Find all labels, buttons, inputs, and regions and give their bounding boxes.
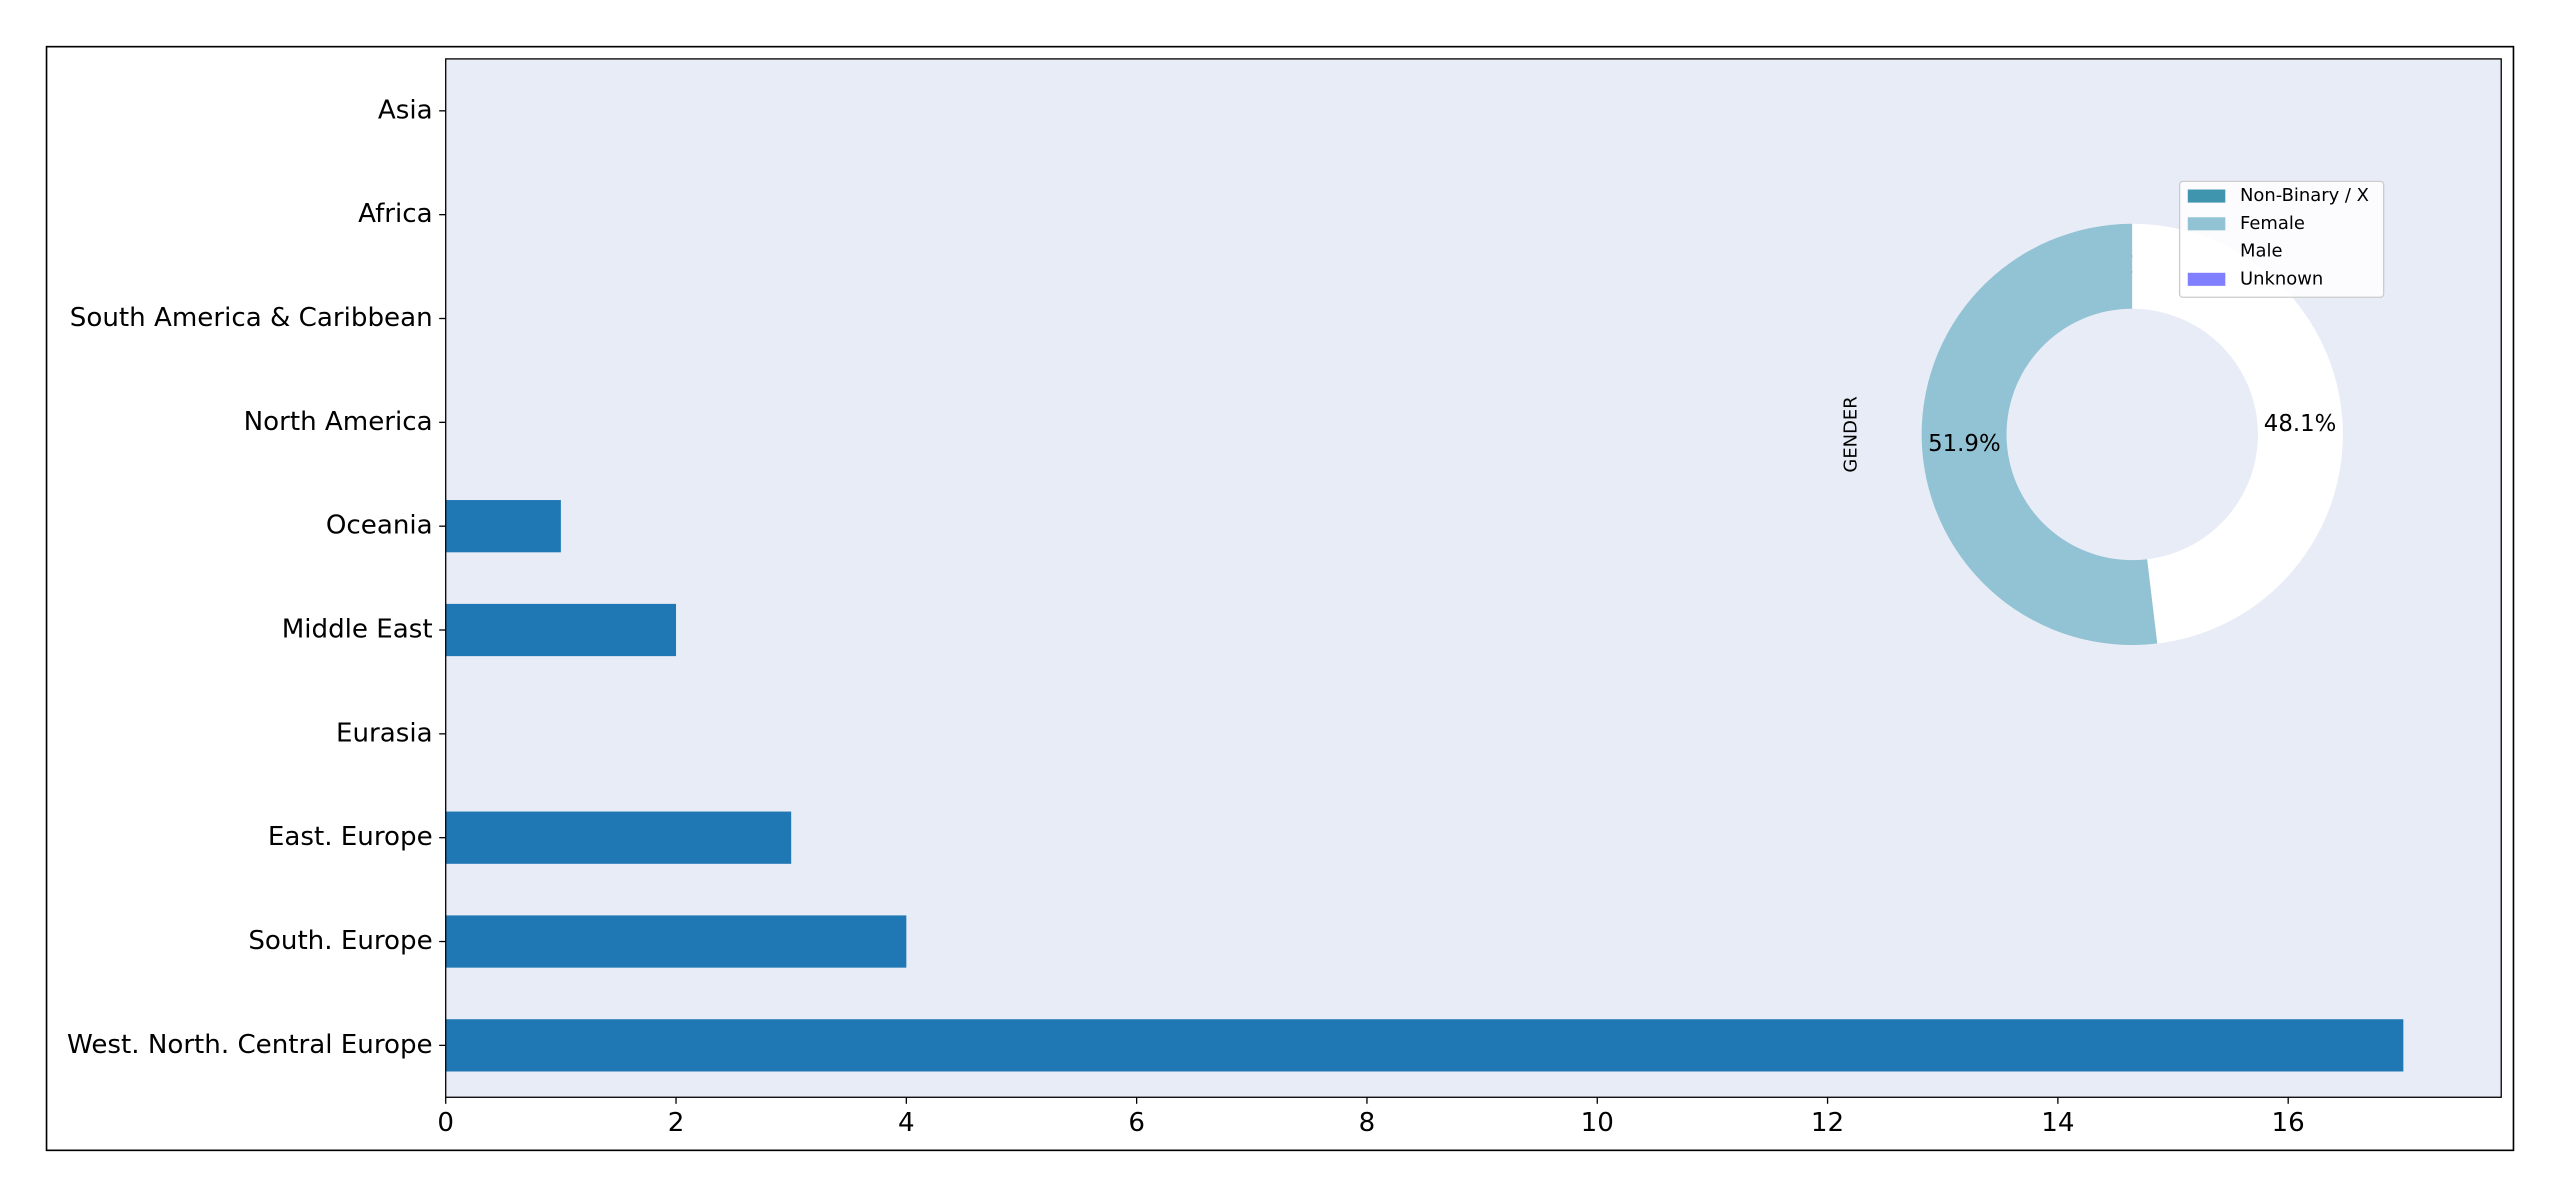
y-tick-label: East. Europe [268,822,433,852]
pie-value-label: 51.9% [1928,431,2001,457]
bar [445,603,677,657]
x-tick-label: 8 [1359,1108,1376,1138]
legend-swatch [2187,189,2226,203]
y-tick-label: Africa [358,199,432,229]
y-tick-label: Eurasia [336,718,433,748]
bar [445,500,561,553]
y-tick-label: Middle East [282,615,433,645]
figure-frame [45,45,2515,1152]
y-tick-label: South America & Caribbean [70,303,433,333]
x-tick-label: 0 [437,1108,454,1138]
y-tick-label: Oceania [326,511,433,541]
legend-label: Female [2240,213,2305,234]
x-tick-label: 4 [898,1108,915,1138]
pie-wedge [2132,223,2343,644]
plot-frame [445,58,2502,1098]
y-tick-label: South. Europe [248,926,432,956]
legend-label: Male [2240,241,2283,262]
pie-wedge [1921,223,2158,646]
x-tick-label: 16 [2272,1108,2305,1138]
pie-axis-label: GENDER [1840,396,1861,472]
legend-swatch [2187,245,2226,259]
pie-value-label: 48.1% [2264,411,2337,437]
bar [445,811,792,864]
bar [445,1019,2404,1072]
legend-swatch [2187,272,2226,286]
legend-label: Non-Binary / X [2240,185,2369,206]
y-tick-label: West. North. Central Europe [67,1030,433,1060]
x-tick-label: 2 [668,1108,685,1138]
legend-label: Unknown [2240,268,2323,289]
x-tick-label: 14 [2041,1108,2074,1138]
x-tick-label: 12 [1811,1108,1844,1138]
x-tick-label: 10 [1581,1108,1614,1138]
legend-swatch [2187,217,2226,231]
y-tick-label: Asia [378,95,433,125]
bar [445,915,907,968]
legend-box [2178,180,2385,298]
x-tick-label: 6 [1128,1108,1145,1138]
y-tick-label: North America [244,407,433,437]
